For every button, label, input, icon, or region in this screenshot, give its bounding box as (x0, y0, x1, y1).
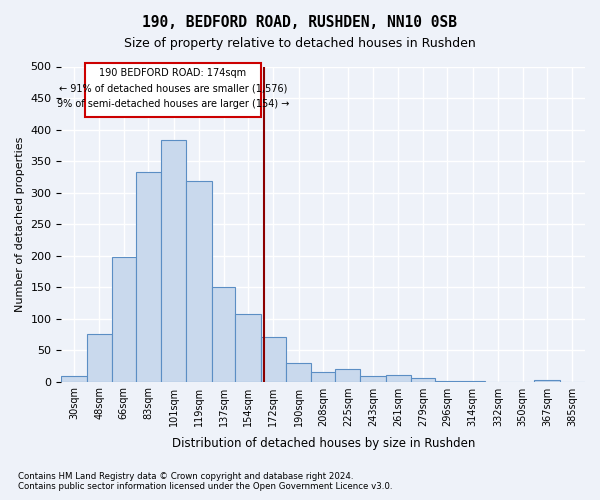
Text: Contains public sector information licensed under the Open Government Licence v3: Contains public sector information licen… (18, 482, 392, 491)
Bar (161, 140, 187, 382)
Bar (86, 334, 112, 382)
Bar (435, 381, 460, 382)
Bar (136, 172, 161, 382)
Bar (361, 376, 386, 382)
Bar (112, 258, 136, 382)
Bar (311, 372, 335, 382)
Bar (535, 380, 560, 382)
Text: 190 BEDFORD ROAD: 174sqm
← 91% of detached houses are smaller (1,576)
9% of semi: 190 BEDFORD ROAD: 174sqm ← 91% of detach… (57, 68, 289, 110)
FancyBboxPatch shape (85, 64, 261, 117)
Bar (61, 376, 86, 382)
Text: Size of property relative to detached houses in Rushden: Size of property relative to detached ho… (124, 38, 476, 51)
Text: Contains HM Land Registry data © Crown copyright and database right 2024.: Contains HM Land Registry data © Crown c… (18, 472, 353, 481)
Bar (235, 314, 261, 382)
Y-axis label: Number of detached properties: Number of detached properties (15, 136, 25, 312)
Bar (212, 287, 235, 382)
Text: 190, BEDFORD ROAD, RUSHDEN, NN10 0SB: 190, BEDFORD ROAD, RUSHDEN, NN10 0SB (143, 15, 458, 30)
Bar (261, 338, 286, 382)
Bar (187, 181, 212, 382)
Bar (411, 378, 435, 382)
Bar (335, 369, 361, 382)
Bar (460, 381, 485, 382)
Bar (286, 362, 311, 382)
Bar (386, 375, 411, 382)
X-axis label: Distribution of detached houses by size in Rushden: Distribution of detached houses by size … (172, 437, 475, 450)
